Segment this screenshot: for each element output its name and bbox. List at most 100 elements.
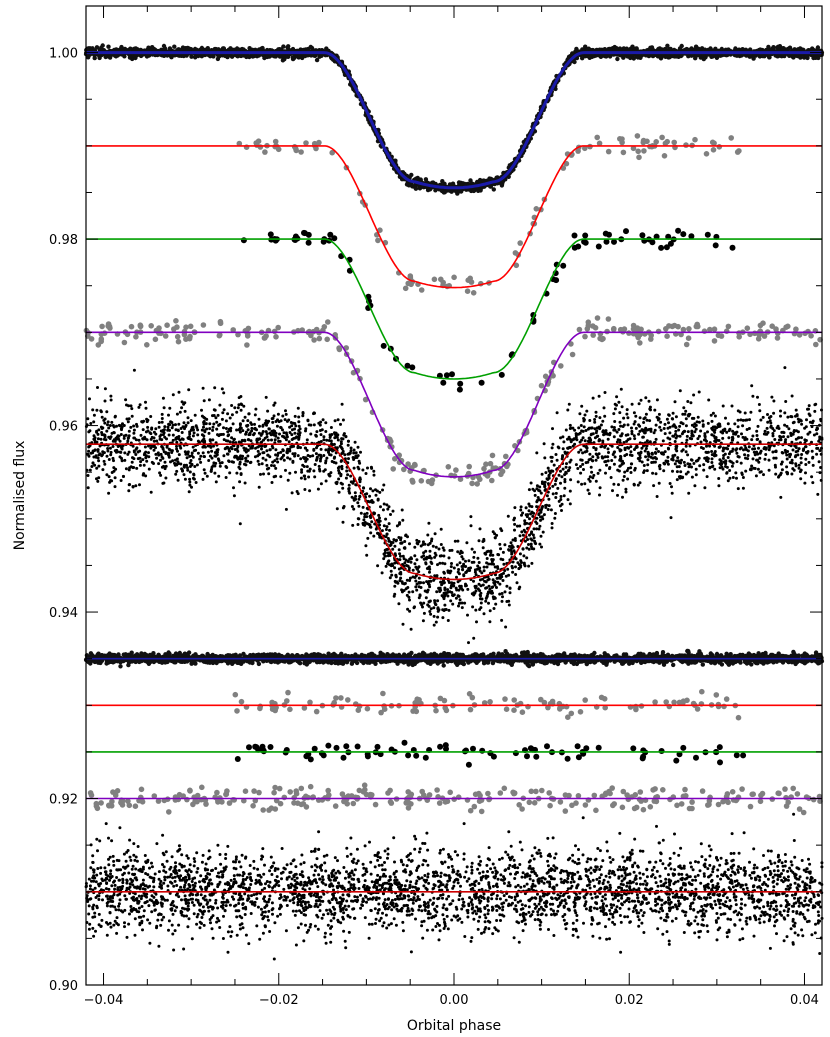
data-point bbox=[574, 463, 578, 467]
data-point bbox=[655, 328, 662, 335]
data-point bbox=[377, 513, 381, 517]
data-point bbox=[764, 453, 768, 456]
data-point bbox=[189, 419, 193, 423]
data-point bbox=[431, 544, 435, 548]
data-point bbox=[740, 432, 743, 436]
data-point bbox=[149, 432, 153, 436]
data-point bbox=[701, 328, 708, 335]
data-point bbox=[635, 334, 641, 341]
data-point bbox=[112, 53, 118, 58]
data-point bbox=[546, 466, 550, 470]
data-point bbox=[675, 478, 679, 482]
data-point bbox=[276, 436, 280, 440]
data-point bbox=[751, 394, 755, 398]
data-point bbox=[283, 436, 287, 440]
data-point bbox=[728, 135, 734, 141]
data-point bbox=[147, 455, 151, 459]
data-point bbox=[305, 239, 312, 246]
data-point bbox=[657, 450, 660, 453]
data-point bbox=[324, 459, 328, 463]
data-point bbox=[521, 533, 525, 537]
data-point bbox=[786, 415, 790, 419]
data-point bbox=[622, 416, 626, 420]
data-point bbox=[721, 456, 725, 460]
data-point bbox=[568, 466, 572, 470]
data-point bbox=[439, 554, 443, 558]
data-point bbox=[800, 436, 803, 440]
data-point bbox=[621, 495, 624, 499]
data-point bbox=[553, 516, 557, 520]
data-point bbox=[668, 482, 672, 485]
data-point bbox=[443, 603, 447, 607]
data-point bbox=[472, 636, 476, 640]
data-point bbox=[655, 398, 659, 402]
data-point bbox=[308, 489, 312, 493]
data-point bbox=[174, 324, 180, 330]
data-point bbox=[538, 524, 542, 528]
data-point bbox=[442, 571, 446, 575]
data-point bbox=[426, 533, 430, 537]
data-point bbox=[245, 325, 252, 332]
data-point bbox=[401, 554, 405, 558]
data-point bbox=[410, 184, 415, 189]
data-point bbox=[815, 432, 819, 436]
data-point bbox=[106, 423, 109, 427]
data-point bbox=[649, 239, 656, 246]
data-point bbox=[163, 460, 167, 464]
data-point bbox=[626, 330, 632, 336]
data-point bbox=[307, 423, 311, 427]
data-point bbox=[481, 546, 485, 550]
data-point bbox=[538, 382, 545, 389]
data-point bbox=[755, 429, 759, 433]
data-point bbox=[415, 588, 419, 592]
data-point bbox=[750, 438, 754, 442]
data-point bbox=[567, 402, 571, 406]
data-point bbox=[525, 556, 529, 560]
data-point bbox=[142, 463, 146, 467]
data-point bbox=[256, 449, 260, 453]
data-point bbox=[613, 402, 617, 406]
data-point bbox=[619, 424, 623, 428]
data-point bbox=[518, 534, 522, 538]
data-point bbox=[376, 564, 380, 568]
data-point bbox=[469, 480, 475, 487]
data-point bbox=[193, 413, 197, 417]
data-point bbox=[531, 487, 535, 491]
data-point bbox=[349, 446, 353, 450]
data-point bbox=[774, 472, 778, 476]
data-point bbox=[514, 557, 518, 561]
data-point bbox=[224, 419, 228, 423]
data-point bbox=[633, 46, 639, 51]
data-point bbox=[556, 486, 560, 490]
data-point bbox=[554, 453, 558, 456]
data-point bbox=[101, 426, 105, 430]
data-point bbox=[267, 231, 274, 238]
data-point bbox=[564, 428, 568, 432]
data-point bbox=[682, 460, 686, 464]
data-point bbox=[168, 406, 172, 410]
data-point bbox=[401, 622, 405, 626]
data-point bbox=[201, 386, 205, 390]
data-point bbox=[723, 328, 730, 335]
data-point bbox=[177, 422, 181, 426]
data-point bbox=[586, 488, 590, 492]
data-point bbox=[177, 453, 181, 457]
data-point bbox=[406, 586, 410, 589]
data-point bbox=[474, 573, 478, 577]
data-point bbox=[352, 466, 356, 470]
data-point bbox=[263, 333, 269, 339]
data-point bbox=[791, 421, 795, 425]
data-point bbox=[478, 597, 482, 601]
data-point bbox=[243, 481, 247, 485]
data-point bbox=[324, 336, 331, 343]
data-point bbox=[150, 45, 155, 50]
data-point bbox=[635, 148, 641, 155]
data-point bbox=[433, 532, 437, 536]
data-point bbox=[605, 316, 612, 322]
data-point bbox=[318, 429, 322, 432]
data-point bbox=[456, 550, 460, 554]
data-point bbox=[222, 426, 225, 430]
data-point bbox=[212, 46, 217, 52]
data-point bbox=[728, 427, 732, 431]
data-point bbox=[528, 504, 532, 508]
